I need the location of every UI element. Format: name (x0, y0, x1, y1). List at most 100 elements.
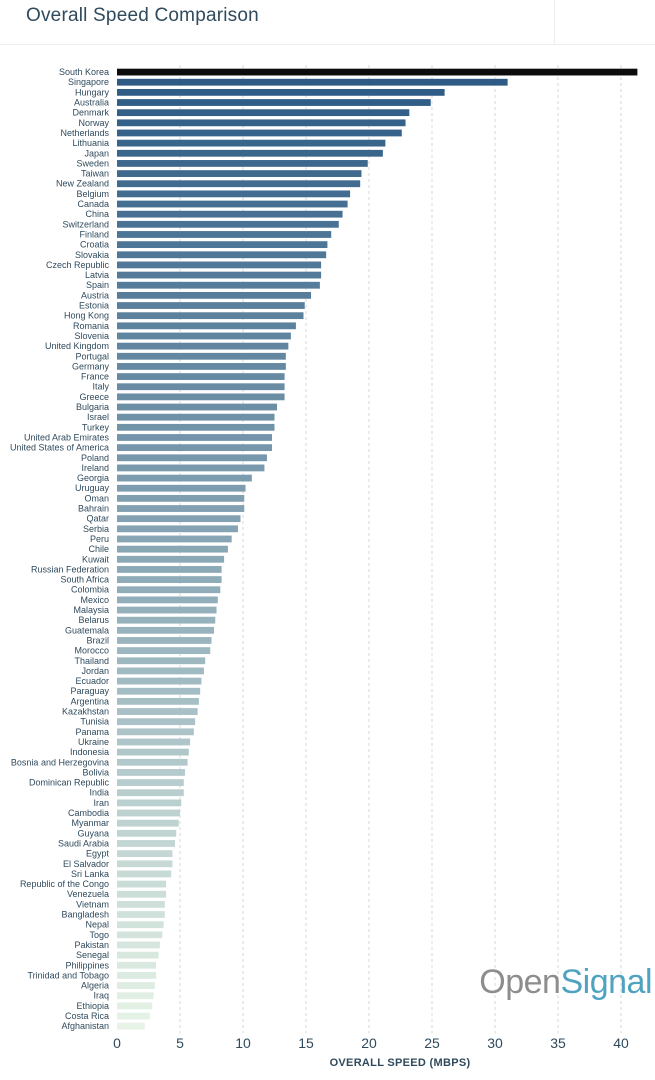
bar (117, 911, 165, 918)
category-label: Norway (78, 118, 109, 128)
bar (117, 271, 322, 279)
category-label: Slovenia (74, 331, 109, 341)
bar (117, 88, 445, 96)
bar (117, 1002, 153, 1010)
grid-lines (179, 65, 622, 1034)
bar (117, 251, 327, 259)
bar (117, 413, 275, 421)
category-label: Canada (77, 199, 109, 209)
category-label: Guatemala (65, 625, 109, 635)
category-label: South Africa (60, 575, 109, 585)
x-tick-labels: 0 5 10 15 20 25 30 35 40 (113, 1035, 629, 1051)
category-label: Oman (84, 493, 109, 503)
bar (117, 403, 278, 411)
category-label: Sweden (76, 158, 109, 168)
category-label: Cambodia (68, 808, 109, 818)
bar (117, 363, 286, 370)
bar (117, 708, 198, 715)
x-tick-label: 0 (113, 1035, 121, 1051)
x-tick-label: 20 (361, 1035, 377, 1051)
bar (117, 951, 159, 959)
bar (117, 322, 296, 330)
category-label: Bolivia (82, 767, 109, 777)
bar (117, 972, 157, 979)
bar (117, 941, 160, 949)
category-label: Saudi Arabia (58, 838, 109, 848)
bar (117, 687, 201, 695)
category-label: Taiwan (81, 169, 109, 179)
bar (117, 525, 238, 533)
category-label: France (81, 372, 109, 382)
category-label: Brazil (86, 635, 109, 645)
bar (117, 281, 320, 289)
category-label: Qatar (86, 514, 109, 524)
category-label: Morocco (74, 646, 109, 656)
category-label: Netherlands (60, 128, 109, 138)
bar (117, 1022, 145, 1030)
bar (117, 78, 508, 86)
bar (117, 352, 286, 360)
category-label: Malaysia (73, 605, 109, 615)
bar (117, 474, 252, 482)
category-label: Belgium (76, 189, 109, 199)
bar (117, 383, 285, 391)
category-label: Indonesia (70, 747, 109, 757)
category-label: Croatia (80, 240, 109, 250)
category-label: Switzerland (62, 219, 109, 229)
category-label: Romania (73, 321, 109, 331)
category-label: Mexico (80, 595, 109, 605)
bar (117, 119, 406, 127)
bar (117, 200, 348, 208)
bar (117, 494, 245, 502)
bar (117, 647, 211, 655)
category-label: Bangladesh (61, 910, 109, 920)
category-label: Iran (93, 798, 109, 808)
bar (117, 819, 179, 827)
bars (117, 68, 638, 1030)
category-label: Germany (72, 361, 110, 371)
bar (117, 231, 332, 238)
category-label: Hungary (75, 87, 110, 97)
category-label: United Arab Emirates (24, 432, 110, 442)
category-label: Russian Federation (31, 564, 109, 574)
bar (117, 789, 184, 797)
category-label: Kuwait (82, 554, 110, 564)
category-label: Austria (81, 290, 109, 300)
category-label: Algeria (81, 981, 109, 991)
bar (117, 728, 194, 736)
bar (117, 870, 172, 878)
category-label: Costa Rica (65, 1011, 109, 1021)
category-label: Lithuania (72, 138, 109, 148)
bar (117, 637, 212, 644)
bar (117, 342, 289, 350)
logo-open-text: Open (479, 963, 561, 1001)
bar (117, 220, 339, 228)
bar (117, 149, 383, 157)
category-label: United States of America (10, 443, 109, 453)
bar (117, 484, 246, 492)
bar (117, 373, 285, 380)
bar (117, 241, 328, 249)
bar (117, 109, 410, 117)
category-label: Colombia (71, 585, 109, 595)
category-label: Turkey (82, 422, 110, 432)
category-label: Sri Lanka (71, 869, 109, 879)
bar (117, 769, 186, 776)
bar (117, 657, 206, 665)
category-label: Spain (86, 280, 109, 290)
bar (117, 566, 222, 573)
bar (117, 505, 245, 512)
category-label: Iraq (93, 991, 109, 1001)
bar (117, 464, 265, 472)
category-label: China (85, 209, 109, 219)
category-label: Portugal (75, 351, 109, 361)
bar (117, 99, 431, 106)
bar (117, 697, 199, 705)
title-divider (0, 44, 655, 45)
bar (117, 677, 202, 685)
category-label: Thailand (74, 656, 109, 666)
bar (117, 992, 154, 1000)
bar (117, 1012, 150, 1020)
bar (117, 900, 165, 908)
x-tick-label: 10 (235, 1035, 251, 1051)
